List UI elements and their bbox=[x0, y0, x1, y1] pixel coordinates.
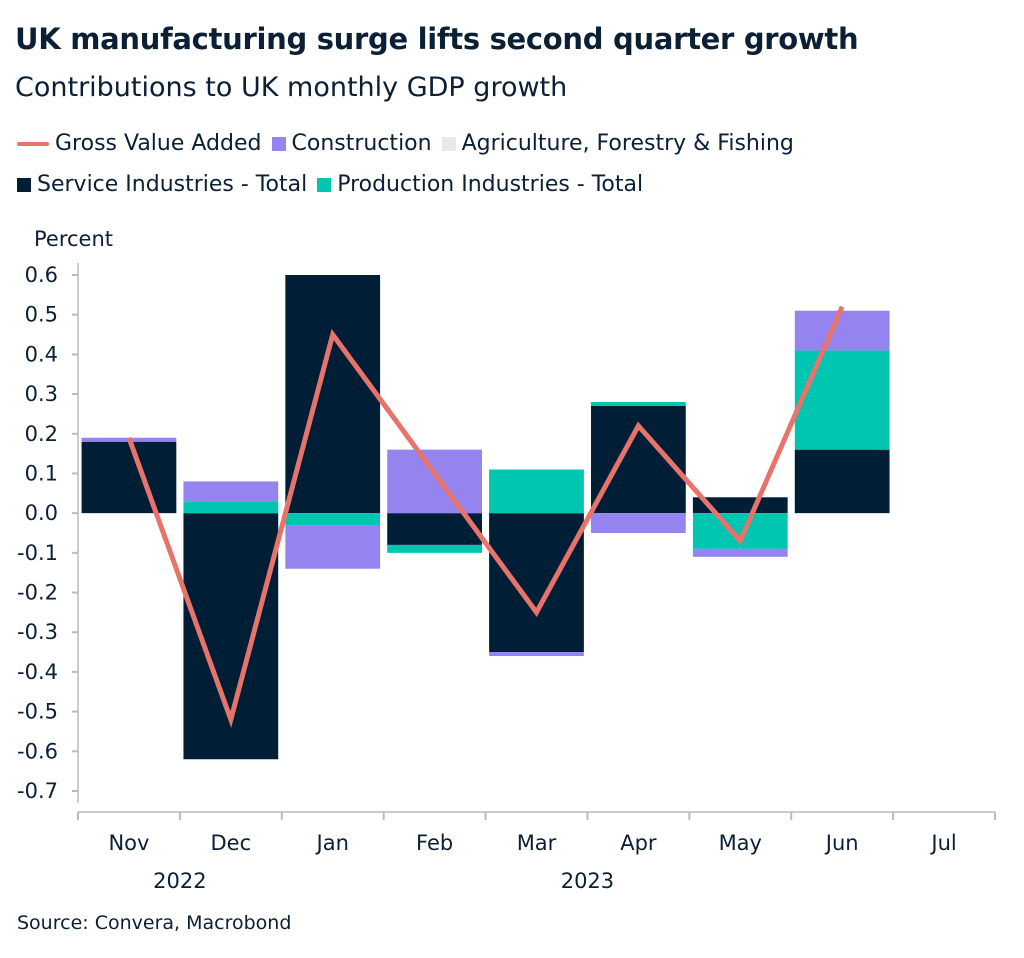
bar-construction-jun bbox=[794, 310, 890, 351]
bar-construction-jan bbox=[285, 525, 381, 569]
bar-service-industries-total-mar bbox=[489, 513, 584, 653]
bar-production-industries-total-jun bbox=[794, 350, 890, 450]
legend-swatch bbox=[317, 177, 332, 192]
bar-construction-feb bbox=[387, 449, 482, 514]
y-tick-label: 0.3 bbox=[25, 382, 58, 406]
y-tick-label: -0.7 bbox=[17, 779, 58, 803]
legend-swatch bbox=[17, 141, 49, 146]
bar-production-industries-total-feb bbox=[387, 544, 482, 553]
legend-label: Agriculture, Forestry & Fishing bbox=[461, 131, 794, 156]
x-tick-label: Dec bbox=[211, 831, 252, 855]
bar-production-industries-total-apr bbox=[591, 402, 686, 406]
bar-construction-may bbox=[692, 548, 788, 557]
legend-swatch bbox=[441, 136, 456, 151]
y-tick-label: 0.4 bbox=[25, 342, 58, 366]
legend-label: Construction bbox=[291, 131, 432, 156]
x-tick-label: May bbox=[719, 831, 762, 855]
bar-service-industries-total-jan bbox=[285, 275, 381, 514]
x-tick-label: Feb bbox=[416, 831, 453, 855]
y-tick-label: -0.6 bbox=[17, 739, 58, 763]
x-tick-label: Nov bbox=[108, 831, 149, 855]
bar-construction-apr bbox=[591, 513, 686, 533]
bar-production-industries-total-mar bbox=[489, 469, 584, 514]
bar-construction-dec bbox=[183, 481, 279, 502]
y-tick-label: -0.1 bbox=[17, 541, 58, 565]
legend-item-services: Service Industries - Total bbox=[17, 172, 307, 197]
x-tick-label: Mar bbox=[517, 831, 557, 855]
y-axis-label: Percent bbox=[34, 227, 113, 251]
y-tick-label: -0.5 bbox=[17, 700, 58, 724]
x-tick-label: Jan bbox=[315, 831, 349, 855]
chart-title: UK manufacturing surge lifts second quar… bbox=[15, 22, 859, 56]
x-tick-label: Apr bbox=[620, 831, 657, 855]
bar-production-industries-total-jan bbox=[285, 513, 381, 526]
y-tick-label: 0.2 bbox=[25, 422, 58, 446]
y-tick-label: -0.4 bbox=[17, 660, 58, 684]
bar-service-industries-total-nov bbox=[81, 441, 177, 514]
legend-label: Gross Value Added bbox=[55, 131, 262, 156]
bar-construction-mar bbox=[489, 652, 584, 657]
x-year-label: 2023 bbox=[561, 869, 614, 893]
y-tick-label: 0.0 bbox=[25, 501, 58, 525]
y-tick-label: -0.2 bbox=[17, 581, 58, 605]
legend-item-production: Production Industries - Total bbox=[317, 172, 643, 197]
x-tick-label: Jun bbox=[824, 831, 859, 855]
bar-production-industries-total-dec bbox=[183, 501, 279, 514]
x-year-label: 2022 bbox=[153, 869, 206, 893]
legend-row-1: Gross Value Added Construction Agricultu… bbox=[17, 131, 794, 156]
y-tick-label: -0.3 bbox=[17, 620, 58, 644]
legend-label: Production Industries - Total bbox=[337, 172, 644, 197]
legend-label: Service Industries - Total bbox=[37, 172, 308, 197]
legend-item-agriculture: Agriculture, Forestry & Fishing bbox=[441, 131, 794, 156]
y-tick-label: 0.5 bbox=[25, 303, 58, 327]
x-tick-label: Jul bbox=[929, 831, 956, 855]
gva-line bbox=[126, 305, 845, 728]
bar-service-industries-total-may bbox=[692, 497, 788, 514]
y-tick-label: 0.1 bbox=[25, 461, 58, 485]
bar-service-industries-total-jun bbox=[794, 449, 890, 514]
source-note: Source: Convera, Macrobond bbox=[17, 912, 292, 934]
legend-row-2: Service Industries - Total Production In… bbox=[17, 172, 643, 197]
y-tick-label: 0.6 bbox=[25, 263, 58, 287]
chart-subtitle: Contributions to UK monthly GDP growth bbox=[15, 72, 568, 103]
legend-item-gva: Gross Value Added bbox=[17, 131, 262, 156]
legend-swatch bbox=[271, 136, 286, 151]
legend-item-construction: Construction bbox=[271, 131, 432, 156]
legend-swatch bbox=[17, 177, 31, 192]
